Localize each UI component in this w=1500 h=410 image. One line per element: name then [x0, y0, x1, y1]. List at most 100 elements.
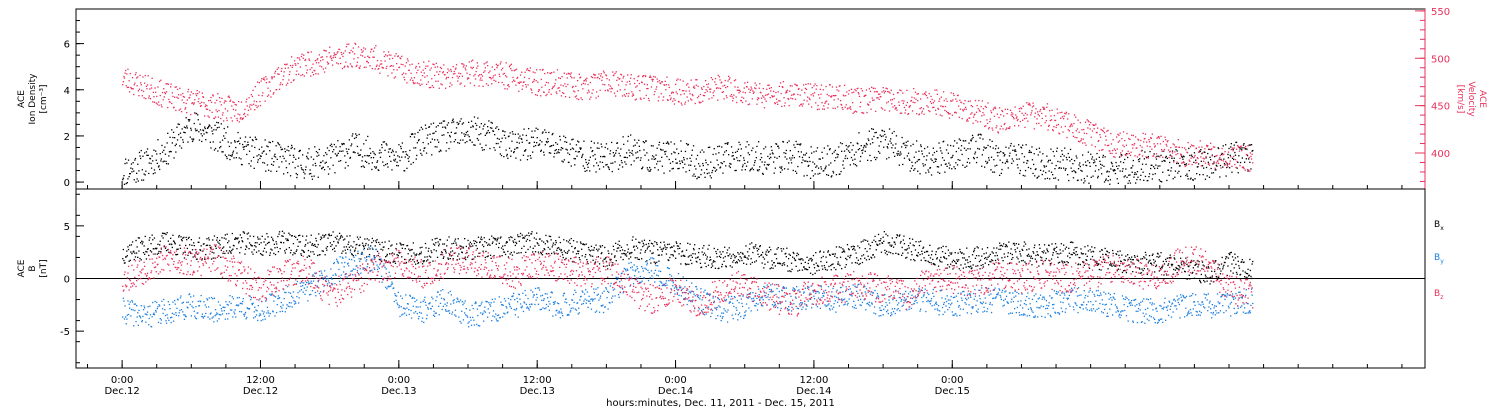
bx-series-point — [319, 238, 322, 241]
velocity-series-point — [562, 92, 564, 94]
velocity-series-point — [1163, 150, 1165, 152]
density-series-point — [558, 149, 560, 151]
velocity-series-point — [705, 89, 707, 91]
bx-series-point — [673, 245, 675, 247]
velocity-series-point — [888, 91, 890, 93]
velocity-series-point — [879, 93, 881, 95]
density-series-point — [1073, 170, 1075, 172]
density-series-point — [839, 173, 841, 175]
density-series-point — [340, 160, 342, 162]
velocity-series-point — [829, 84, 831, 86]
density-series-point — [678, 167, 680, 170]
density-series-point — [1182, 158, 1184, 160]
density-series-point — [131, 171, 133, 173]
velocity-series-point — [138, 95, 140, 97]
velocity-series-point — [566, 77, 568, 79]
velocity-series-point — [762, 95, 764, 97]
velocity-series-point — [259, 100, 261, 103]
density-series-point — [1252, 149, 1254, 152]
velocity-series-point — [709, 91, 711, 93]
velocity-series-point — [1030, 112, 1032, 114]
bx-series-point — [335, 245, 337, 247]
density-series-point — [1031, 159, 1034, 161]
density-series-point — [511, 140, 513, 142]
bx-series-point — [385, 260, 387, 262]
density-series-point — [639, 149, 641, 152]
bx-series-point — [160, 248, 162, 250]
density-series-point — [798, 156, 801, 158]
density-series-point — [213, 129, 215, 131]
density-series-point — [483, 125, 485, 127]
bx-series-point — [264, 238, 266, 240]
density-series-point — [943, 140, 945, 142]
velocity-series-point — [517, 76, 519, 79]
velocity-series-point — [1103, 132, 1106, 134]
velocity-series-point — [681, 104, 683, 106]
density-series-point — [1109, 179, 1111, 181]
bx-series-point — [654, 263, 657, 265]
density-series-point — [624, 161, 626, 163]
density-series-point — [968, 142, 970, 144]
bx-series-point — [432, 260, 434, 262]
velocity-series-point — [308, 59, 311, 61]
velocity-series-point — [994, 106, 996, 108]
bx-series-point — [186, 239, 188, 241]
density-series-point — [476, 124, 478, 127]
bx-series-point — [612, 262, 614, 264]
density-series-point — [1011, 158, 1013, 160]
velocity-series-point — [177, 97, 179, 99]
velocity-series-point — [534, 94, 537, 96]
density-series-point — [1016, 164, 1019, 166]
velocity-series-point — [454, 72, 456, 75]
velocity-series-point — [319, 65, 321, 67]
density-series-point — [493, 147, 495, 149]
density-series-point — [861, 149, 863, 152]
density-series-point — [229, 158, 231, 161]
density-series-point — [548, 152, 550, 154]
bx-series-point — [662, 247, 665, 249]
velocity-series-point — [1019, 110, 1021, 112]
density-series-point — [880, 141, 882, 143]
velocity-series-point — [907, 113, 909, 115]
density-series-point — [1098, 169, 1100, 171]
density-series-point — [674, 152, 676, 154]
velocity-series-point — [1132, 147, 1134, 149]
velocity-series-point — [205, 104, 207, 106]
density-series-point — [871, 138, 873, 140]
density-series-point — [858, 132, 860, 134]
density-series-point — [1005, 160, 1008, 163]
density-series-point — [857, 143, 859, 145]
velocity-series-point — [207, 115, 209, 117]
density-series-point — [826, 153, 828, 155]
bx-series-point — [625, 253, 627, 255]
bx-series-point — [297, 245, 299, 247]
velocity-series-point — [466, 78, 469, 80]
bx-series-point — [298, 241, 300, 243]
bx-series-point — [383, 246, 385, 248]
density-series-point — [136, 172, 138, 174]
density-series-point — [937, 166, 940, 168]
velocity-series-point — [668, 86, 670, 89]
velocity-series-point — [1227, 151, 1230, 153]
velocity-series-point — [568, 96, 571, 98]
velocity-series-point — [445, 87, 447, 89]
bx-series-point — [171, 246, 173, 249]
density-series-point — [193, 122, 195, 125]
density-series-point — [577, 140, 579, 142]
density-series-point — [528, 128, 530, 130]
bx-series-point — [186, 247, 188, 250]
density-series-point — [350, 145, 352, 147]
velocity-series-point — [239, 118, 241, 120]
density-series-point — [873, 135, 875, 138]
density-series-point — [519, 159, 522, 161]
bx-series-point — [342, 250, 344, 252]
density-series-point — [1250, 144, 1253, 146]
density-series-point — [1129, 174, 1131, 176]
bx-series-point — [325, 234, 327, 236]
velocity-series-point — [990, 112, 993, 114]
velocity-series-point — [1127, 153, 1129, 155]
velocity-series-point — [930, 95, 932, 98]
bx-series-point — [234, 238, 236, 240]
density-series-point — [1114, 169, 1116, 171]
density-series-point — [1053, 155, 1055, 157]
